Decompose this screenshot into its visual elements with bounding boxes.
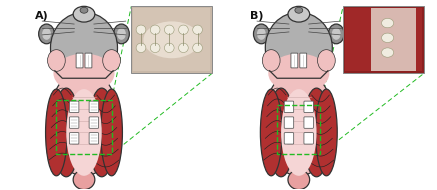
Ellipse shape xyxy=(268,54,329,93)
Ellipse shape xyxy=(179,43,188,53)
FancyBboxPatch shape xyxy=(69,117,79,128)
FancyBboxPatch shape xyxy=(85,53,92,68)
FancyBboxPatch shape xyxy=(300,53,307,68)
Ellipse shape xyxy=(267,88,295,177)
Bar xyxy=(56,100,111,154)
Ellipse shape xyxy=(136,25,146,34)
FancyBboxPatch shape xyxy=(89,133,99,144)
Ellipse shape xyxy=(117,28,126,40)
Ellipse shape xyxy=(143,21,200,58)
FancyBboxPatch shape xyxy=(304,101,313,112)
Ellipse shape xyxy=(382,33,394,43)
FancyBboxPatch shape xyxy=(371,8,416,71)
Ellipse shape xyxy=(52,88,80,177)
Ellipse shape xyxy=(101,89,122,176)
Ellipse shape xyxy=(262,50,280,71)
FancyBboxPatch shape xyxy=(345,8,422,71)
Ellipse shape xyxy=(257,28,266,40)
Ellipse shape xyxy=(150,25,160,34)
FancyBboxPatch shape xyxy=(284,101,294,112)
Ellipse shape xyxy=(264,69,334,176)
Ellipse shape xyxy=(45,89,67,176)
Ellipse shape xyxy=(316,89,337,176)
Text: B): B) xyxy=(250,11,263,21)
Ellipse shape xyxy=(49,69,119,176)
Ellipse shape xyxy=(51,12,118,83)
Ellipse shape xyxy=(114,24,129,44)
Ellipse shape xyxy=(136,43,146,53)
Ellipse shape xyxy=(73,6,95,22)
FancyBboxPatch shape xyxy=(291,53,298,68)
Ellipse shape xyxy=(288,170,310,190)
FancyBboxPatch shape xyxy=(69,101,79,112)
FancyBboxPatch shape xyxy=(133,8,210,71)
Bar xyxy=(277,105,320,154)
Ellipse shape xyxy=(328,24,344,44)
FancyBboxPatch shape xyxy=(284,133,294,144)
Ellipse shape xyxy=(382,18,394,28)
Ellipse shape xyxy=(382,48,394,57)
Ellipse shape xyxy=(150,43,160,53)
Text: A): A) xyxy=(35,11,49,21)
Ellipse shape xyxy=(332,28,341,40)
FancyBboxPatch shape xyxy=(69,133,79,144)
Ellipse shape xyxy=(303,88,330,177)
FancyBboxPatch shape xyxy=(76,53,83,68)
Ellipse shape xyxy=(164,43,174,53)
Ellipse shape xyxy=(193,43,202,53)
Ellipse shape xyxy=(281,89,316,176)
FancyBboxPatch shape xyxy=(343,6,424,73)
FancyBboxPatch shape xyxy=(131,6,212,73)
FancyBboxPatch shape xyxy=(89,117,99,128)
Ellipse shape xyxy=(80,7,88,13)
Ellipse shape xyxy=(295,7,303,13)
Ellipse shape xyxy=(66,89,102,176)
Ellipse shape xyxy=(164,25,174,34)
FancyBboxPatch shape xyxy=(304,133,313,144)
Ellipse shape xyxy=(103,50,121,71)
Ellipse shape xyxy=(73,170,95,190)
Ellipse shape xyxy=(253,24,269,44)
FancyBboxPatch shape xyxy=(89,101,99,112)
Ellipse shape xyxy=(288,6,310,22)
Ellipse shape xyxy=(53,54,114,93)
Ellipse shape xyxy=(260,89,282,176)
Ellipse shape xyxy=(318,50,335,71)
Ellipse shape xyxy=(265,12,332,83)
Ellipse shape xyxy=(48,50,65,71)
FancyBboxPatch shape xyxy=(304,117,313,128)
Ellipse shape xyxy=(88,88,115,177)
Ellipse shape xyxy=(38,24,55,44)
Ellipse shape xyxy=(193,25,202,34)
FancyBboxPatch shape xyxy=(284,117,294,128)
Ellipse shape xyxy=(42,28,51,40)
Ellipse shape xyxy=(179,25,188,34)
